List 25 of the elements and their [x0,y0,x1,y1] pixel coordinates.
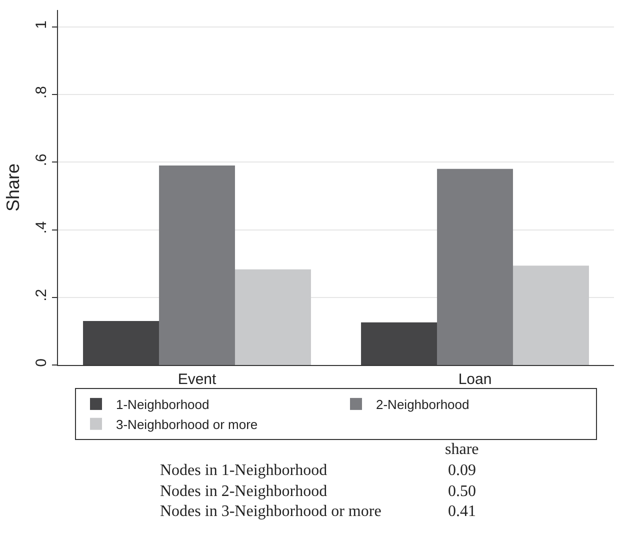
bar [159,166,235,365]
bar [512,266,589,365]
bar [83,321,160,365]
y-tick-label: .8 [33,86,50,99]
text: Nodes in 2-Neighborhood [160,483,328,500]
text: 0.41 [448,503,476,520]
y-tick-label: .4 [33,221,50,234]
legend-label: 2-Neighborhood [376,397,470,412]
text: 0.50 [448,483,476,500]
y-tick-label: .6 [33,154,50,166]
y-tick-label: .2 [33,288,50,302]
text: 0.09 [448,462,476,479]
x-tick-label: Loan [458,371,492,388]
legend-label: 3-Neighborhood or more [116,416,258,432]
y-tick-label: 0 [33,358,50,367]
text: Nodes in 3-Neighborhood or more [160,503,382,520]
y-axis-title: Share [3,163,24,212]
legend-label: 1-Neighborhood [116,397,210,412]
text: share [445,441,479,458]
bar [234,269,311,365]
bar [361,322,438,365]
x-tick-label: Event [178,371,218,388]
text: Nodes in 1-Neighborhood [160,462,328,479]
bar [437,168,513,365]
y-tick-label: 1 [33,20,50,29]
